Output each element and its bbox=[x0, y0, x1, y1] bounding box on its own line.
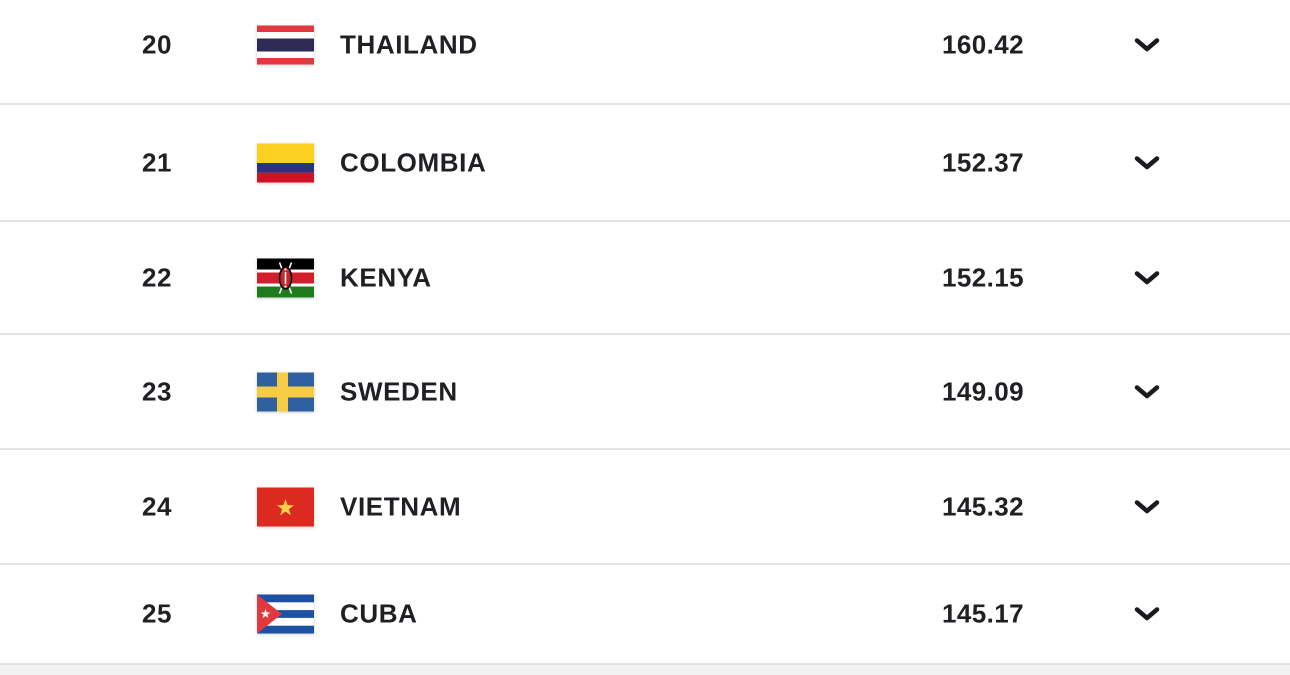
points-value: 160.42 bbox=[942, 29, 1024, 59]
chevron-down-icon bbox=[1134, 155, 1160, 169]
footer-band bbox=[0, 665, 1290, 675]
chevron-down-icon bbox=[1134, 37, 1160, 51]
chevron-down-icon bbox=[1134, 607, 1160, 621]
expand-row-button[interactable] bbox=[1117, 258, 1177, 298]
rank-number: 24 bbox=[142, 491, 172, 521]
ranking-row[interactable]: 21 COLOMBIA 152.37 bbox=[0, 105, 1290, 222]
flag-thailand-icon bbox=[257, 25, 314, 64]
chevron-down-icon bbox=[1134, 499, 1160, 513]
country-name: COLOMBIA bbox=[340, 147, 487, 177]
country-name: CUBA bbox=[340, 598, 418, 629]
flag-vietnam-icon bbox=[257, 487, 314, 526]
flag-kenya-icon bbox=[257, 258, 314, 297]
country-name: VIETNAM bbox=[340, 491, 462, 521]
ranking-row[interactable]: 23 SWEDEN 149.09 bbox=[0, 335, 1290, 450]
flag-cuba-icon bbox=[257, 594, 314, 634]
rank-number: 25 bbox=[142, 598, 172, 629]
rank-number: 22 bbox=[142, 262, 172, 292]
chevron-down-icon bbox=[1134, 384, 1160, 398]
ranking-row[interactable]: 20 THAILAND 160.42 bbox=[0, 0, 1290, 105]
rank-number: 21 bbox=[142, 147, 172, 177]
rank-number: 23 bbox=[142, 376, 172, 406]
expand-row-button[interactable] bbox=[1117, 372, 1177, 412]
flag-sweden-icon bbox=[257, 372, 314, 411]
ranking-row[interactable]: 24 VIETNAM 145.32 bbox=[0, 450, 1290, 565]
points-value: 149.09 bbox=[942, 376, 1024, 406]
country-name: SWEDEN bbox=[340, 376, 458, 406]
ranking-row[interactable]: 25 CUBA 145.17 bbox=[0, 565, 1290, 665]
expand-row-button[interactable] bbox=[1117, 143, 1177, 183]
ranking-row[interactable]: 22 KENYA 152.15 bbox=[0, 222, 1290, 335]
rank-number: 20 bbox=[142, 29, 172, 59]
expand-row-button[interactable] bbox=[1117, 487, 1177, 527]
points-value: 145.17 bbox=[942, 598, 1024, 629]
expand-row-button[interactable] bbox=[1117, 594, 1177, 634]
expand-row-button[interactable] bbox=[1117, 25, 1177, 65]
country-name: THAILAND bbox=[340, 29, 478, 59]
country-name: KENYA bbox=[340, 262, 432, 292]
flag-colombia-icon bbox=[257, 143, 314, 182]
chevron-down-icon bbox=[1134, 270, 1160, 284]
points-value: 152.37 bbox=[942, 147, 1024, 177]
points-value: 152.15 bbox=[942, 262, 1024, 292]
points-value: 145.32 bbox=[942, 491, 1024, 521]
